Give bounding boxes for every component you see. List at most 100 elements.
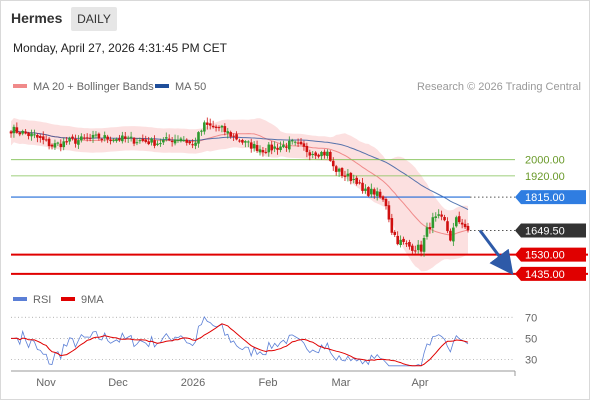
candle — [82, 134, 86, 140]
candle — [85, 133, 89, 142]
candle — [97, 132, 101, 141]
candle — [334, 164, 338, 176]
candle — [24, 129, 27, 135]
level-label: 1815.00 — [515, 190, 586, 205]
candle — [249, 138, 253, 153]
candle — [244, 140, 247, 148]
candle — [446, 217, 449, 234]
candle — [361, 177, 364, 194]
candle — [132, 137, 136, 147]
level-label: 1530.00 — [515, 247, 586, 262]
candle — [452, 222, 455, 246]
rsi-tick-label: 30 — [525, 354, 537, 366]
candle — [302, 140, 306, 151]
candle — [173, 134, 177, 146]
x-tick-label: Nov — [36, 377, 56, 389]
level-label: 1435.00 — [515, 266, 586, 281]
level-label-text: 1815.00 — [525, 192, 565, 204]
level-label-text: 1649.50 — [525, 226, 565, 238]
candle — [381, 195, 385, 202]
rsi-line — [11, 316, 469, 367]
candle — [419, 240, 423, 257]
candle — [264, 147, 268, 155]
candle — [276, 143, 279, 155]
candle — [208, 118, 212, 130]
level-label-text: 1530.00 — [525, 250, 565, 262]
rsi-tick-label: 50 — [525, 333, 537, 345]
x-tick-label: Feb — [259, 377, 278, 389]
candle — [71, 134, 74, 141]
candle — [252, 141, 256, 152]
candle — [258, 145, 262, 156]
candle — [390, 213, 394, 235]
x-tick-label: Apr — [411, 377, 428, 389]
candle — [217, 125, 221, 132]
candle — [229, 130, 233, 139]
candle — [279, 141, 282, 153]
candle — [384, 197, 388, 210]
candle — [396, 231, 399, 246]
bollinger-band-layer — [11, 118, 468, 272]
candle — [346, 168, 350, 182]
candle — [153, 135, 156, 149]
candle — [314, 151, 317, 160]
candle — [41, 131, 45, 145]
candle — [144, 135, 148, 144]
ma20-legend-label: MA 20 + Bollinger Bands — [33, 81, 154, 93]
candle — [308, 149, 312, 161]
candle — [88, 133, 92, 142]
candle — [15, 122, 19, 134]
timeframe-badge[interactable]: DAILY — [71, 7, 117, 31]
candle — [115, 137, 118, 143]
candle — [285, 142, 288, 152]
candle — [68, 136, 71, 145]
rsi-ma-line — [11, 323, 469, 367]
candle — [337, 167, 341, 177]
candle — [21, 129, 25, 136]
level-label-tag — [515, 223, 586, 238]
level-label-tag — [515, 266, 586, 281]
candle — [44, 135, 48, 142]
candle — [33, 129, 36, 139]
candle — [290, 138, 294, 145]
candle — [317, 153, 320, 159]
candle — [296, 138, 300, 147]
copyright-text: Research © 2026 Trading Central — [417, 81, 581, 93]
candle — [188, 140, 191, 145]
candle — [65, 137, 68, 145]
rsi-legend-swatch — [13, 297, 27, 301]
candle — [320, 150, 323, 160]
candle — [329, 150, 332, 162]
candle — [59, 139, 63, 152]
candle — [135, 138, 139, 146]
candle — [364, 184, 367, 194]
candle — [340, 167, 344, 179]
candle — [118, 134, 121, 142]
candle — [402, 236, 405, 245]
candle — [123, 131, 127, 143]
candle — [197, 131, 200, 148]
candle — [267, 142, 271, 157]
candle — [170, 136, 174, 147]
candle — [387, 201, 391, 223]
candle — [411, 243, 414, 255]
price-legend: MA 20 + Bollinger Bands MA 50 — [13, 81, 206, 93]
candle — [372, 187, 376, 199]
candle — [413, 245, 417, 254]
x-tick-label: Mar — [332, 377, 351, 389]
candle — [293, 140, 297, 146]
candle — [358, 179, 361, 185]
candle — [109, 136, 112, 145]
candle — [454, 215, 458, 228]
candle — [375, 187, 379, 201]
rsi-ma-legend-label: 9MA — [81, 294, 104, 306]
candle — [30, 129, 33, 141]
candle — [443, 214, 446, 222]
ma50-legend-label: MA 50 — [175, 81, 206, 93]
x-tick-label: Dec — [108, 377, 128, 389]
candle — [12, 124, 16, 138]
candle — [141, 134, 145, 143]
candle — [261, 146, 265, 157]
candle — [326, 149, 329, 159]
candle — [299, 138, 303, 146]
